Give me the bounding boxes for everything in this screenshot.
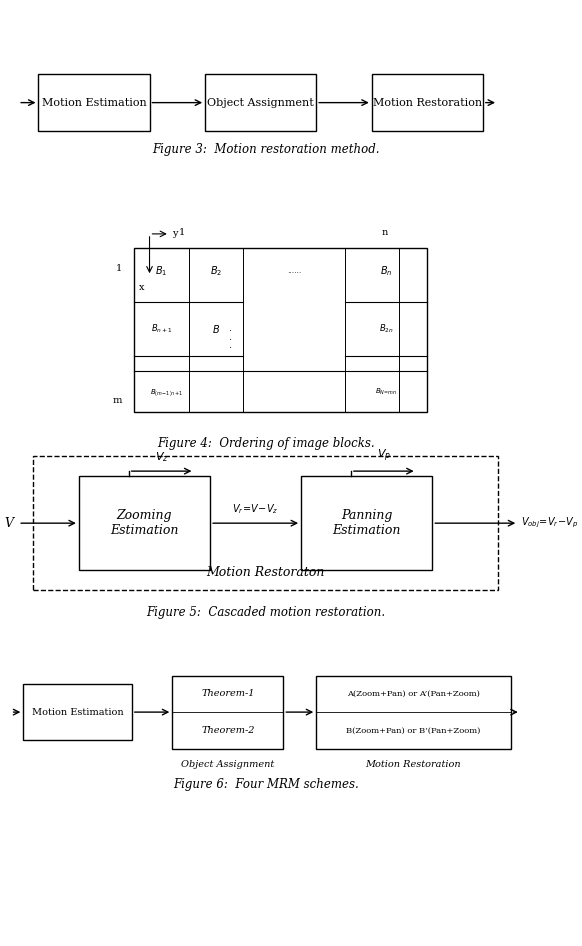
Text: Motion Estimation: Motion Estimation [41,97,146,108]
Text: Figure 3:  Motion restoration method.: Figure 3: Motion restoration method. [152,143,379,156]
Text: Panning
Estimation: Panning Estimation [332,509,401,537]
Bar [38,75,150,131]
Text: Motion Estimation: Motion Estimation [32,708,123,717]
Bar [79,476,210,570]
Text: y: y [172,229,178,238]
Text: Theorem-1: Theorem-1 [201,690,254,698]
Bar [172,675,283,748]
Text: $B_{(m\!-\!1)n\!+\!1}$: $B_{(m\!-\!1)n\!+\!1}$ [150,387,183,397]
Bar [316,675,510,748]
Text: Theorem-2: Theorem-2 [201,726,254,735]
Text: V: V [4,517,13,530]
Text: 1: 1 [179,228,186,236]
Text: n: n [381,228,388,236]
Text: $V_z$: $V_z$ [155,450,168,464]
Text: Motion Restoraton: Motion Restoraton [207,566,325,579]
Bar [134,248,427,412]
Text: .
.
.: . . . [229,324,232,350]
Bar [33,456,498,590]
Text: $V_{obj}\!=\!V_r\!-\!V_p$: $V_{obj}\!=\!V_r\!-\!V_p$ [521,516,578,531]
Bar [372,75,483,131]
Bar [205,75,316,131]
Text: B(Zoom+Pan) or B’(Pan+Zoom): B(Zoom+Pan) or B’(Pan+Zoom) [346,727,481,734]
Text: $B$: $B$ [212,324,219,335]
Text: $B_2$: $B_2$ [210,264,222,278]
Text: $B_1$: $B_1$ [155,264,168,278]
Text: $V_p$: $V_p$ [377,447,391,464]
Text: Figure 6:  Four MRM schemes.: Figure 6: Four MRM schemes. [173,778,359,791]
Text: $B_{n+1}$: $B_{n+1}$ [151,323,172,336]
Text: Motion Restoration: Motion Restoration [365,760,461,769]
Text: m: m [112,396,122,405]
Text: 1: 1 [115,264,122,273]
Text: $B_{2n}$: $B_{2n}$ [379,323,393,336]
Text: Object Assignment: Object Assignment [207,97,314,108]
Bar [301,476,432,570]
Text: A(Zoom+Pan) or A’(Pan+Zoom): A(Zoom+Pan) or A’(Pan+Zoom) [347,690,480,698]
Text: $B_{N\!=\!mn}$: $B_{N\!=\!mn}$ [375,387,398,397]
Text: Figure 4:  Ordering of image blocks.: Figure 4: Ordering of image blocks. [157,437,374,450]
Text: $V_r\!=\!V\!-\!V_z$: $V_r\!=\!V\!-\!V_z$ [232,502,279,516]
Text: x: x [139,283,145,291]
Text: ......: ...... [287,267,301,275]
Text: Object Assignment: Object Assignment [181,760,275,769]
Bar [23,684,132,740]
Text: Zooming
Estimation: Zooming Estimation [110,509,179,537]
Text: Motion Restoration: Motion Restoration [372,97,482,108]
Text: $B_n$: $B_n$ [380,264,392,278]
Text: Figure 5:  Cascaded motion restoration.: Figure 5: Cascaded motion restoration. [146,606,385,619]
